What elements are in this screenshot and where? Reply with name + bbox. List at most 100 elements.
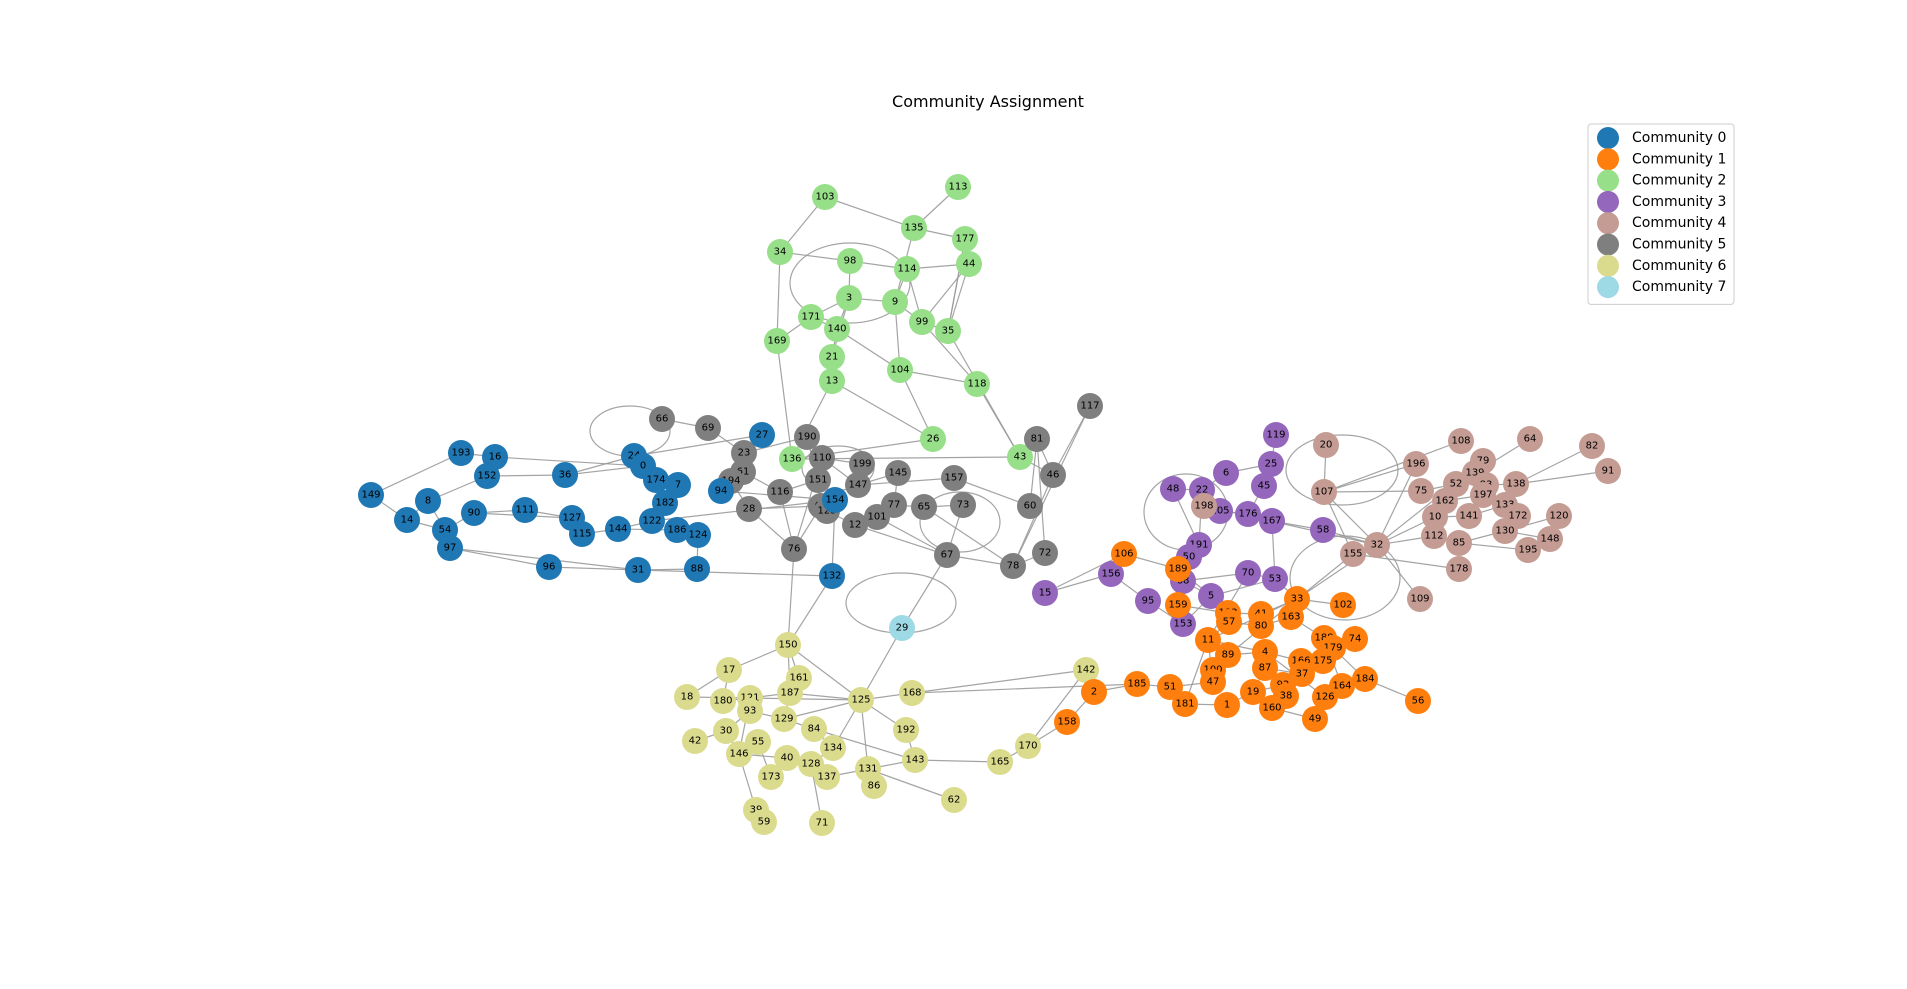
node-137: 137 bbox=[814, 764, 840, 790]
edge-118-43 bbox=[976, 383, 1021, 458]
node-label: 136 bbox=[782, 454, 801, 465]
node-label: 134 bbox=[823, 743, 842, 754]
node-circle bbox=[1165, 592, 1191, 618]
node-label: 78 bbox=[1007, 561, 1020, 572]
node-18: 18 bbox=[674, 684, 700, 710]
node-45: 45 bbox=[1251, 473, 1277, 499]
node-label: 85 bbox=[1453, 538, 1466, 549]
node-label: 47 bbox=[1207, 677, 1220, 688]
node-141: 141 bbox=[1456, 503, 1482, 529]
node-circle bbox=[1135, 588, 1161, 614]
node-82: 82 bbox=[1579, 433, 1605, 459]
node-101: 101 bbox=[864, 504, 890, 530]
node-label: 38 bbox=[1280, 691, 1293, 702]
node-label: 71 bbox=[816, 818, 829, 829]
node-12: 12 bbox=[842, 512, 868, 538]
node-circle bbox=[964, 371, 990, 397]
node-label: 31 bbox=[632, 565, 645, 576]
node-171: 171 bbox=[798, 304, 824, 330]
node-circle bbox=[1214, 692, 1240, 718]
node-label: 181 bbox=[1175, 699, 1194, 710]
node-circle bbox=[512, 497, 538, 523]
node-label: 89 bbox=[1222, 650, 1235, 661]
node-label: 172 bbox=[1508, 511, 1527, 522]
node-circle bbox=[643, 467, 669, 493]
node-circle bbox=[941, 465, 967, 491]
edge-107-75 bbox=[1323, 490, 1422, 493]
edges-layer bbox=[370, 186, 1609, 824]
node-160: 160 bbox=[1259, 695, 1285, 721]
node-43: 43 bbox=[1007, 444, 1033, 470]
node-circle bbox=[1492, 518, 1518, 544]
node-circle bbox=[569, 521, 595, 547]
node-label: 2 bbox=[1091, 687, 1097, 698]
node-label: 123 bbox=[817, 506, 836, 517]
node-circle bbox=[1191, 493, 1217, 519]
node-80: 80 bbox=[1248, 613, 1274, 639]
edge-150-132 bbox=[787, 575, 833, 646]
node-circle bbox=[781, 536, 807, 562]
legend-marker bbox=[1597, 148, 1619, 171]
node-36: 36 bbox=[552, 462, 578, 488]
node-circle bbox=[1403, 451, 1429, 477]
loop-edge bbox=[789, 242, 911, 324]
node-circle bbox=[1340, 541, 1366, 567]
node-label: 73 bbox=[957, 500, 970, 511]
edge-150-125 bbox=[787, 644, 862, 701]
node-circle bbox=[809, 810, 835, 836]
node-label: 43 bbox=[1014, 452, 1027, 463]
edge-170-142 bbox=[1027, 669, 1087, 747]
node-circle bbox=[731, 440, 757, 466]
node-label: 29 bbox=[896, 623, 909, 634]
node-label: 142 bbox=[1076, 665, 1095, 676]
node-71: 71 bbox=[809, 810, 835, 836]
node-label: 27 bbox=[756, 430, 769, 441]
node-134: 134 bbox=[820, 735, 846, 761]
node-circle bbox=[935, 318, 961, 344]
node-135: 135 bbox=[901, 215, 927, 241]
node-circle bbox=[1160, 476, 1186, 502]
node-46: 46 bbox=[1040, 462, 1066, 488]
node-label: 26 bbox=[927, 434, 940, 445]
node-circle bbox=[1054, 709, 1080, 735]
legend-marker bbox=[1597, 233, 1619, 256]
node-label: 49 bbox=[1309, 714, 1322, 725]
node-label: 50 bbox=[1183, 552, 1196, 563]
node-159: 159 bbox=[1165, 592, 1191, 618]
node-69: 69 bbox=[695, 415, 721, 441]
node-97: 97 bbox=[437, 535, 463, 561]
node-label: 35 bbox=[942, 326, 955, 337]
node-120: 120 bbox=[1546, 503, 1572, 529]
node-64: 64 bbox=[1517, 426, 1543, 452]
node-label: 112 bbox=[1424, 531, 1443, 542]
node-circle bbox=[1213, 460, 1239, 486]
node-circle bbox=[1448, 428, 1474, 454]
node-26: 26 bbox=[920, 426, 946, 452]
node-8: 8 bbox=[415, 488, 441, 514]
node-circle bbox=[461, 500, 487, 526]
node-label: 195 bbox=[1518, 545, 1537, 556]
node-circle bbox=[849, 451, 875, 477]
node-label: 180 bbox=[713, 696, 732, 707]
node-circle bbox=[767, 239, 793, 265]
node-34: 34 bbox=[767, 239, 793, 265]
node-circle bbox=[941, 787, 967, 813]
node-circle bbox=[1077, 393, 1103, 419]
node-102: 102 bbox=[1330, 592, 1356, 618]
node-label: 199 bbox=[852, 459, 871, 470]
node-circle bbox=[1312, 684, 1338, 710]
edge-82-138 bbox=[1515, 445, 1593, 485]
node-circle bbox=[1198, 583, 1224, 609]
node-19: 19 bbox=[1240, 679, 1266, 705]
node-circle bbox=[1313, 432, 1339, 458]
node-58: 58 bbox=[1310, 517, 1336, 543]
node-label: 148 bbox=[1540, 534, 1559, 545]
node-59: 59 bbox=[751, 809, 777, 835]
node-circle bbox=[1408, 478, 1434, 504]
node-circle bbox=[893, 717, 919, 743]
node-label: 5 bbox=[1208, 591, 1214, 602]
node-label: 198 bbox=[1194, 501, 1213, 512]
node-10: 10 bbox=[1422, 504, 1448, 530]
node-circle bbox=[777, 680, 803, 706]
node-87: 87 bbox=[1252, 655, 1278, 681]
